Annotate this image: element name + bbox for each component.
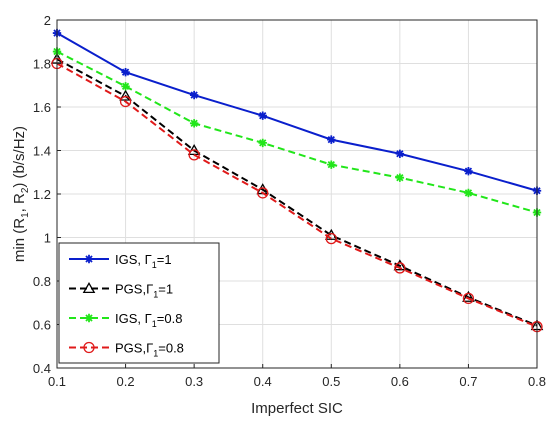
x-tick-label: 0.3 — [185, 374, 203, 389]
y-tick-label: 2 — [44, 13, 51, 28]
y-tick-label: 0.4 — [33, 361, 51, 376]
y-axis-label-suffix: ) (b/s/Hz) — [11, 126, 28, 188]
data-point-pgs1 — [119, 89, 132, 101]
series-line-igs1 — [56, 32, 538, 192]
x-axis-label: Imperfect SIC — [251, 400, 343, 417]
data-point-pgs1 — [462, 290, 475, 302]
data-point-pgs08 — [257, 187, 269, 199]
data-point-pgs08 — [119, 95, 132, 108]
x-tick-label: 0.5 — [322, 374, 340, 389]
y-tick-label: 1.2 — [33, 187, 51, 202]
data-point-pgs08 — [325, 232, 337, 245]
y-axis-label-mid: , R — [11, 193, 28, 212]
x-tick-label: 0.4 — [254, 374, 272, 389]
legend-label: PGS,Γ1=1 — [115, 282, 173, 300]
data-point-igs08 — [121, 82, 130, 91]
legend-marker — [84, 254, 94, 264]
legend-label: IGS, Γ1=1 — [115, 252, 172, 270]
x-tick-label: 0.2 — [117, 374, 135, 389]
y-tick-label: 1 — [44, 231, 51, 246]
data-point-pgs1 — [393, 259, 407, 271]
data-point-igs08 — [464, 188, 473, 198]
data-point-igs1 — [258, 111, 267, 120]
y-tick-label: 1.8 — [33, 57, 51, 72]
y-tick-label: 0.6 — [33, 318, 51, 333]
series-line-pgs1 — [56, 58, 538, 327]
legend-marker — [82, 281, 96, 294]
y-axis-label-sub1: 1 — [20, 212, 31, 218]
data-point-igs08 — [189, 119, 199, 128]
data-point-igs1 — [121, 68, 130, 77]
series-pgs08 — [51, 57, 543, 333]
x-tick-label: 0.6 — [391, 374, 409, 389]
legend-marker — [83, 341, 95, 354]
legend-entry-pgs1: PGS,Γ1=1 — [69, 282, 173, 300]
x-tick-label: 0.8 — [528, 374, 546, 389]
x-tick-label: 0.1 — [48, 374, 66, 389]
series-line-igs08 — [56, 50, 538, 214]
y-axis-label-sub2: 2 — [20, 187, 31, 193]
data-point-igs08 — [327, 160, 336, 169]
y-tick-label: 1.4 — [33, 144, 51, 159]
series-group — [50, 28, 544, 333]
data-point-igs1 — [464, 166, 473, 176]
legend-entry-igs08: IGS, Γ1=0.8 — [69, 311, 182, 329]
data-point-igs1 — [327, 135, 336, 144]
y-axis-label-prefix: min (R — [11, 218, 28, 262]
data-point-pgs08 — [394, 262, 406, 274]
ticks: 0.1 0.2 0.3 0.4 0.5 0.6 0.7 0.8 0.4 0.6 0.8 1 1.2 1.4… — [33, 13, 546, 389]
data-point-pgs08 — [188, 149, 200, 161]
legend-marker — [84, 313, 94, 323]
legend-label: IGS, Γ1=0.8 — [115, 311, 182, 329]
data-point-igs08 — [258, 138, 267, 148]
y-tick-label: 0.8 — [33, 274, 51, 289]
data-point-igs1 — [395, 149, 405, 158]
series-line-pgs08 — [56, 62, 538, 328]
legend-label: PGS,Γ1=0.8 — [115, 341, 184, 359]
data-point-igs1 — [189, 90, 199, 100]
legend-entry-pgs08: PGS,Γ1=0.8 — [69, 341, 184, 359]
data-point-pgs08 — [462, 292, 475, 305]
data-point-igs08 — [395, 173, 405, 182]
y-tick-label: 1.6 — [33, 100, 51, 115]
x-tick-label: 0.7 — [459, 374, 477, 389]
y-axis-label: min (R1, R2) (b/s/Hz) — [11, 126, 31, 262]
legend-entry-igs1: IGS, Γ1=1 — [69, 252, 172, 270]
legend: IGS, Γ1=1 PGS,Γ1=1 IGS, Γ1=0.8 PGS,Γ1=0.8 — [58, 242, 220, 364]
